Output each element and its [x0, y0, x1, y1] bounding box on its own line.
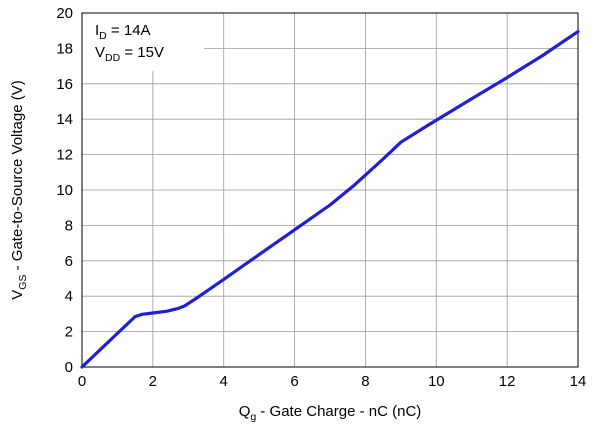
x-tick-label: 8	[361, 373, 369, 390]
y-tick-label: 12	[56, 147, 73, 164]
y-tick-labels: 0 2 4 6 8 10 12 14 16 18 20	[56, 5, 73, 376]
y-tick-label: 8	[65, 217, 73, 234]
y-tick-label: 2	[65, 324, 73, 341]
y-tick-label: 16	[56, 76, 73, 93]
series-line	[80, 30, 580, 369]
y-tick-label: 6	[65, 253, 73, 270]
annotation-box-fill	[83, 14, 204, 71]
y-tick-label: 20	[56, 5, 73, 22]
x-tick-label: 4	[220, 373, 228, 390]
y-axis-title: VGS - Gate-to-Source Voltage (V)	[9, 80, 29, 299]
annotation-supply-voltage: VDD = 15V	[95, 44, 164, 64]
x-tick-labels: 0 2 4 6 8 10 12 14	[78, 373, 587, 390]
y-tick-label: 10	[56, 182, 73, 199]
x-tick-label: 12	[499, 373, 516, 390]
x-tick-label: 0	[78, 373, 86, 390]
series-layer	[80, 30, 580, 369]
x-tick-label: 10	[428, 373, 445, 390]
x-tick-label: 2	[149, 373, 157, 390]
grid-lines	[82, 13, 578, 367]
x-tick-label: 14	[570, 373, 587, 390]
annotation-drain-current: ID = 14A	[95, 22, 151, 42]
y-tick-label: 0	[65, 359, 73, 376]
y-tick-label: 18	[56, 40, 73, 57]
x-tick-label: 6	[290, 373, 298, 390]
y-tick-label: 14	[56, 111, 73, 128]
plot-frame	[81, 12, 579, 368]
y-tick-label: 4	[65, 288, 73, 305]
annotation-box	[83, 14, 204, 71]
x-axis-title: Qg - Gate Charge - nC (nC)	[239, 403, 422, 423]
